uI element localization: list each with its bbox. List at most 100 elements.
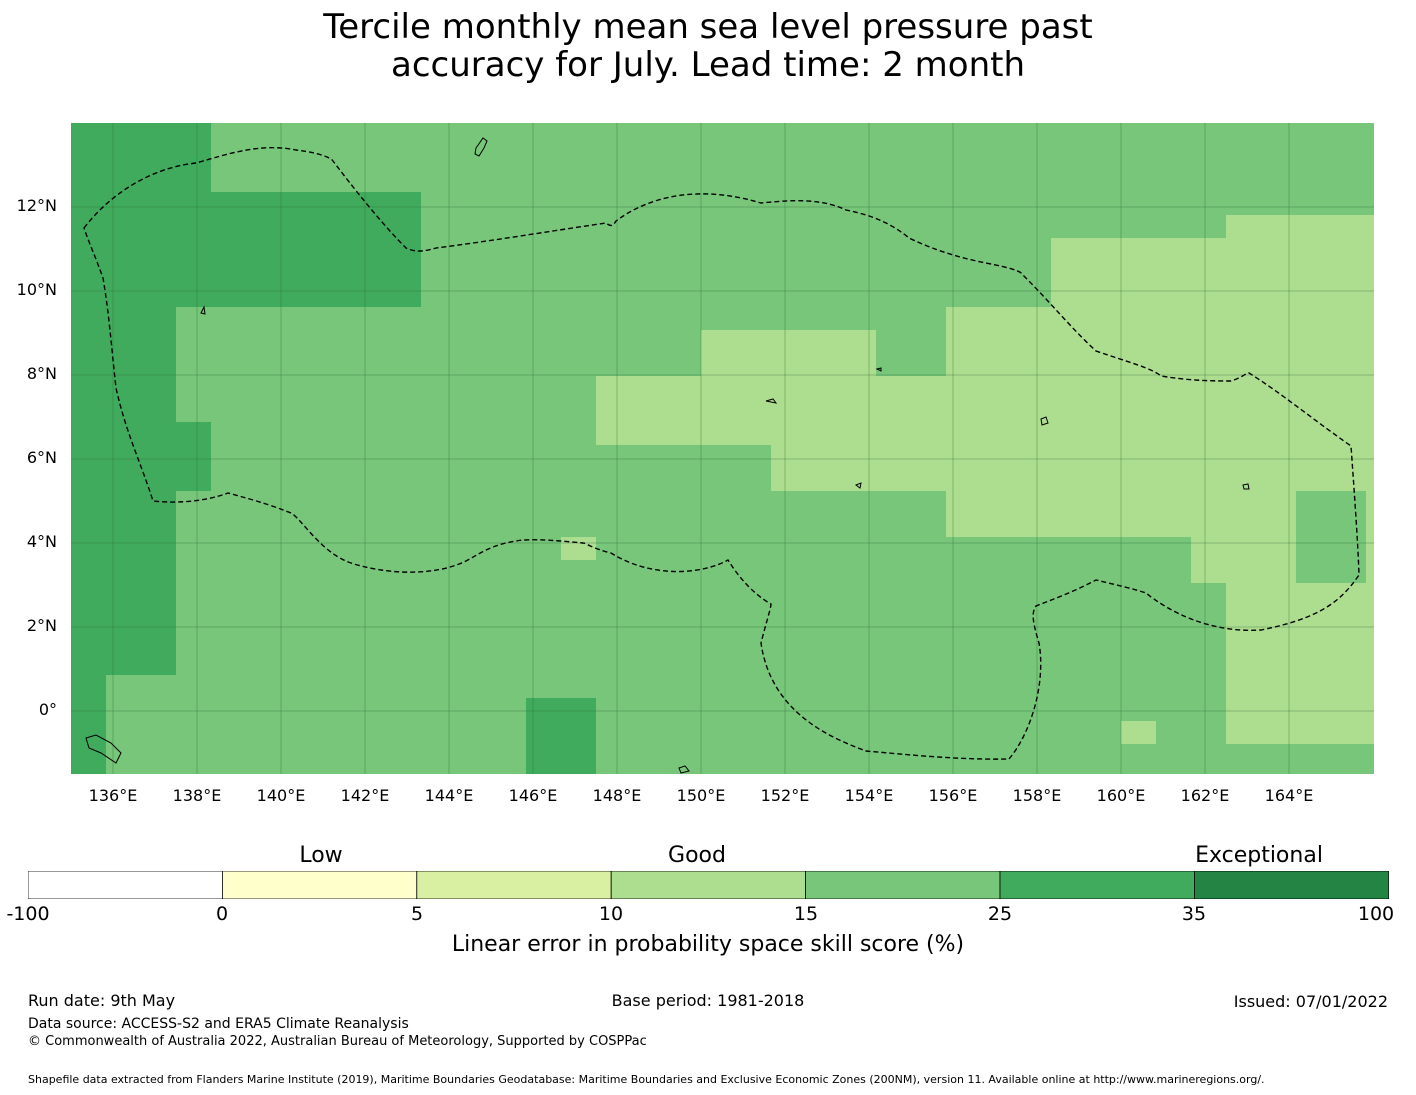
grid-cell <box>176 215 212 239</box>
grid-cell <box>666 261 702 285</box>
grid-cell <box>1331 606 1367 630</box>
grid-cell <box>71 261 107 285</box>
grid-cell <box>491 146 527 170</box>
grid-cell <box>386 422 422 446</box>
grid-cell <box>876 284 912 308</box>
grid-cell <box>351 652 387 676</box>
grid-cell <box>316 238 352 262</box>
grid-cell <box>106 675 142 699</box>
grid-cell <box>211 583 247 607</box>
grid-cell <box>386 284 422 308</box>
grid-cell <box>176 606 212 630</box>
grid-cell <box>351 169 387 193</box>
grid-cell <box>421 353 457 377</box>
grid-cell <box>701 284 737 308</box>
grid-cell <box>141 675 177 699</box>
grid-cell <box>736 307 772 331</box>
grid-cell <box>316 422 352 446</box>
grid-cell <box>701 744 737 768</box>
grid-cell <box>1086 445 1122 469</box>
grid-cell <box>596 353 632 377</box>
grid-cell <box>1331 491 1367 515</box>
grid-cell <box>1261 261 1297 285</box>
grid-cell <box>1366 307 1374 331</box>
grid-cell <box>841 284 877 308</box>
grid-cell <box>456 422 492 446</box>
grid-cell <box>841 238 877 262</box>
grid-cell <box>806 330 842 354</box>
grid-cell <box>526 675 562 699</box>
grid-cell <box>911 261 947 285</box>
grid-cell <box>1191 261 1227 285</box>
grid-cell <box>1051 284 1087 308</box>
grid-cell <box>701 261 737 285</box>
grid-cell <box>736 169 772 193</box>
grid-cell <box>736 215 772 239</box>
grid-cell <box>1156 123 1192 147</box>
grid-cell <box>351 284 387 308</box>
grid-cell <box>351 399 387 423</box>
grid-cell <box>561 192 597 216</box>
grid-cell <box>71 399 107 423</box>
grid-cell <box>666 376 702 400</box>
grid-cell <box>1296 284 1332 308</box>
grid-cell <box>1191 675 1227 699</box>
grid-cell <box>946 629 982 653</box>
lon-label-142e: 142°E <box>340 786 390 805</box>
lat-label-2n: 2°N <box>26 616 57 635</box>
grid-cell <box>596 284 632 308</box>
grid-cell <box>491 353 527 377</box>
grid-cell <box>421 330 457 354</box>
grid-cell <box>211 514 247 538</box>
grid-cell <box>1051 261 1087 285</box>
grid-cell <box>106 192 142 216</box>
grid-cell <box>1366 514 1374 538</box>
grid-cell <box>176 353 212 377</box>
grid-cell <box>176 284 212 308</box>
grid-cell <box>946 491 982 515</box>
grid-cell <box>771 284 807 308</box>
grid-cell <box>1261 491 1297 515</box>
grid-cell <box>526 123 562 147</box>
grid-cell <box>911 767 947 774</box>
grid-cell <box>561 537 597 561</box>
grid-cell <box>141 169 177 193</box>
grid-cell <box>491 261 527 285</box>
grid-cell <box>1156 376 1192 400</box>
grid-cell <box>1191 353 1227 377</box>
grid-cell <box>911 422 947 446</box>
grid-cell <box>631 307 667 331</box>
grid-cell <box>1191 307 1227 331</box>
grid-cell <box>1086 721 1122 745</box>
grid-cell <box>1051 491 1087 515</box>
grid-cell <box>141 215 177 239</box>
grid-cell <box>246 307 282 331</box>
grid-cell <box>526 606 562 630</box>
grid-cell <box>1366 468 1374 492</box>
grid-cell <box>1226 123 1262 147</box>
grid-cell <box>106 491 142 515</box>
grid-cell <box>911 468 947 492</box>
grid-cell <box>806 652 842 676</box>
grid-cell <box>106 307 142 331</box>
grid-cell <box>351 675 387 699</box>
grid-cell <box>701 123 737 147</box>
grid-cell <box>421 744 457 768</box>
grid-cell <box>281 146 317 170</box>
grid-cell <box>141 445 177 469</box>
grid-cell <box>281 215 317 239</box>
grid-cell <box>876 468 912 492</box>
grid-cell <box>806 514 842 538</box>
grid-cell <box>1366 330 1374 354</box>
grid-cell <box>736 422 772 446</box>
grid-cell <box>771 744 807 768</box>
grid-cell <box>526 192 562 216</box>
grid-cell <box>421 192 457 216</box>
grid-cell <box>981 744 1017 768</box>
chart-title: Tercile monthly mean sea level pressure … <box>0 8 1416 84</box>
grid-cell <box>736 675 772 699</box>
grid-cell <box>1366 215 1374 239</box>
grid-cell <box>1296 353 1332 377</box>
lat-label-10n: 10°N <box>16 280 57 299</box>
grid-cell <box>1331 767 1367 774</box>
